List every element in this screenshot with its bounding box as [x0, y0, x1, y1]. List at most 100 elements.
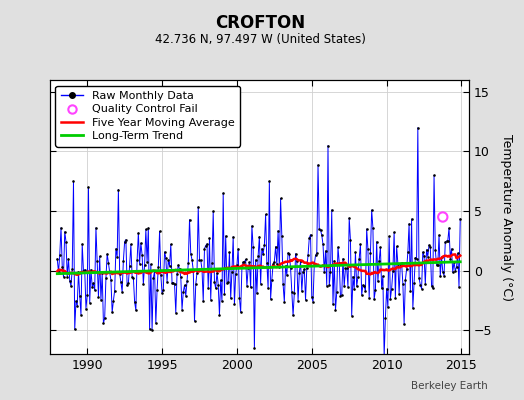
Point [216, 277, 225, 283]
Point [107, 276, 115, 283]
Point [454, 250, 462, 256]
Point [225, 249, 234, 256]
Point [438, 254, 446, 260]
Point [452, 264, 461, 270]
Point [81, 266, 89, 273]
Point [111, 288, 119, 294]
Point [376, 244, 385, 250]
Point [360, 283, 368, 289]
Point [196, 257, 205, 264]
Point [439, 214, 447, 220]
Point [117, 279, 125, 285]
Point [173, 270, 181, 277]
Point [396, 260, 405, 267]
Point [156, 228, 164, 234]
Point [150, 267, 159, 274]
Point [112, 246, 120, 252]
Point [168, 280, 176, 286]
Point [178, 306, 186, 313]
Point [219, 190, 227, 196]
Point [287, 265, 295, 271]
Point [88, 284, 96, 290]
Point [164, 257, 172, 264]
Point [188, 257, 196, 263]
Point [334, 244, 342, 250]
Point [429, 285, 437, 291]
Point [397, 260, 406, 266]
Point [256, 280, 265, 287]
Point [349, 273, 357, 280]
Point [260, 242, 269, 248]
Point [157, 272, 165, 278]
Point [421, 281, 430, 288]
Point [356, 241, 365, 248]
Point [313, 250, 321, 256]
Point [261, 211, 270, 218]
Point [123, 282, 132, 289]
Point [214, 281, 222, 288]
Point [125, 262, 134, 269]
Point [93, 258, 101, 264]
Point [410, 280, 418, 286]
Point [75, 292, 84, 299]
Point [423, 253, 432, 260]
Y-axis label: Temperature Anomaly (°C): Temperature Anomaly (°C) [500, 134, 513, 300]
Point [141, 226, 150, 233]
Point [154, 263, 162, 270]
Point [206, 296, 215, 303]
Point [63, 273, 71, 280]
Point [295, 270, 303, 276]
Point [224, 279, 232, 285]
Point [240, 259, 248, 265]
Point [456, 216, 464, 222]
Point [255, 233, 264, 240]
Point [311, 252, 320, 258]
Point [370, 296, 378, 302]
Point [180, 282, 189, 288]
Point [113, 254, 122, 260]
Point [161, 254, 170, 261]
Point [94, 294, 103, 300]
Point [384, 304, 392, 310]
Point [105, 269, 114, 276]
Point [158, 290, 166, 296]
Point [364, 246, 372, 252]
Point [228, 268, 236, 275]
Point [405, 220, 413, 227]
Point [253, 290, 261, 297]
Point [353, 283, 361, 290]
Point [373, 238, 381, 245]
Point [377, 285, 386, 292]
Point [139, 281, 148, 287]
Point [89, 280, 97, 286]
Point [250, 345, 258, 351]
Point [95, 253, 104, 260]
Point [319, 241, 327, 248]
Point [163, 278, 171, 285]
Point [337, 292, 346, 299]
Point [351, 249, 359, 256]
Point [401, 277, 410, 283]
Point [269, 261, 277, 267]
Point [140, 262, 149, 268]
Point [97, 296, 105, 303]
Point [174, 262, 182, 268]
Point [294, 297, 302, 304]
Point [249, 244, 257, 250]
Point [446, 255, 454, 262]
Point [316, 227, 325, 233]
Point [124, 280, 133, 286]
Point [246, 284, 255, 290]
Point [297, 258, 305, 264]
Point [339, 255, 347, 262]
Point [143, 258, 151, 265]
Point [442, 238, 451, 244]
Point [447, 246, 456, 252]
Point [72, 298, 80, 304]
Point [82, 305, 90, 312]
Point [204, 285, 212, 291]
Point [379, 273, 387, 279]
Point [365, 294, 374, 301]
Point [304, 252, 312, 258]
Point [177, 274, 185, 280]
